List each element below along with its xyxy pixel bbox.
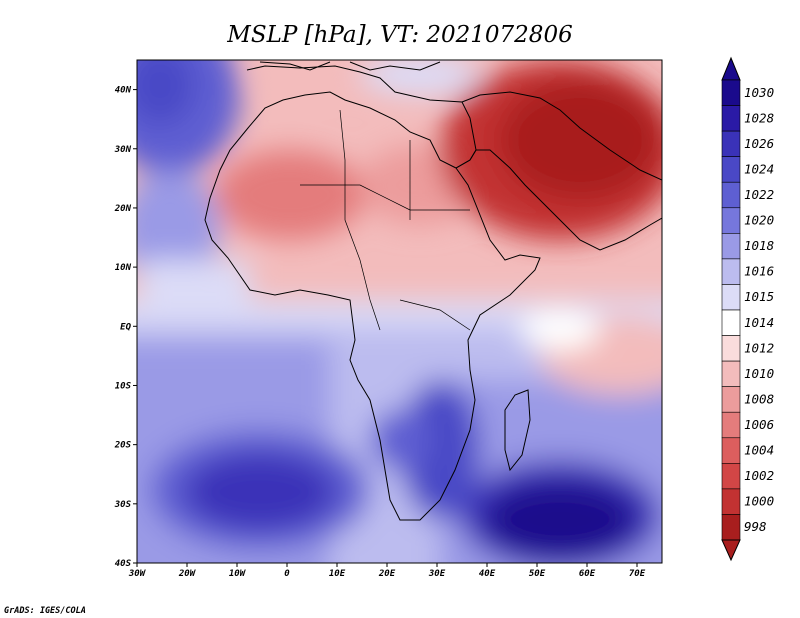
colorbar-swatch	[721, 258, 741, 285]
colorbar-swatch	[721, 463, 741, 490]
colorbar-label: 1004	[744, 443, 774, 458]
lat-tick-label: 10N	[115, 263, 132, 273]
colorbar-swatch	[721, 233, 741, 260]
lon-tick-label: 40E	[479, 569, 496, 579]
lon-tick-label: 50E	[529, 569, 546, 579]
colorbar-label: 1000	[744, 494, 774, 509]
pressure-map	[137, 60, 662, 563]
colorbar-swatch	[721, 360, 741, 387]
lon-tick-label: 20W	[178, 569, 197, 579]
africa-coastline	[204, 65, 541, 521]
colorbar-swatch	[721, 386, 741, 413]
middle-east-border	[461, 91, 662, 181]
lat-tick-label: 30N	[114, 145, 132, 155]
lat-tick-label: 10S	[115, 381, 132, 391]
colorbar-swatch	[721, 488, 741, 515]
lon-tick-label: 10E	[329, 569, 346, 579]
colorbar-swatch	[721, 79, 741, 106]
colorbar-label: 1026	[744, 136, 774, 151]
colorbar-swatch	[721, 181, 741, 209]
colorbar-swatch	[721, 437, 741, 464]
colorbar-label: 1014	[744, 315, 774, 330]
lon-tick-label: 60E	[579, 569, 596, 579]
longitude-ticks: 30W 20W 10W 0 10E 20E 30E 40E 50E 60E 70E	[128, 563, 646, 579]
colorbar-label: 1018	[744, 238, 774, 253]
colorbar-swatch	[721, 335, 741, 362]
colorbar-label: 1028	[744, 110, 774, 125]
colorbar-swatch	[721, 207, 741, 234]
colorbar-top-arrow	[721, 56, 741, 81]
lat-tick-label: 40N	[115, 86, 132, 96]
colorbar-label: 1006	[744, 417, 774, 432]
lon-tick-label: 30E	[428, 569, 446, 579]
lon-tick-label: 10W	[229, 569, 247, 579]
credit-label: GrADS: IGES/COLA	[4, 606, 86, 616]
lon-tick-label: 70E	[629, 569, 646, 579]
colorbar-label: 1016	[744, 264, 774, 279]
lon-tick-label: 0	[284, 569, 290, 579]
colorbar-label: 1008	[744, 391, 774, 406]
latitude-ticks: 40N 30N 20N 10N EQ 10S 20S 30S 40S	[114, 86, 137, 569]
colorbar: 1030 1028 1026 1024 1022 1020 1018 1016 1015 1014…	[721, 56, 774, 562]
colorbar-label: 1015	[744, 289, 774, 304]
map-frame	[136, 59, 663, 564]
colorbar-label: 1010	[744, 366, 774, 381]
colorbar-swatch	[721, 284, 741, 311]
chart-title: MSLP [hPa], VT: 2021072806	[226, 22, 572, 48]
colorbar-label: 1020	[744, 213, 774, 228]
colorbar-swatch	[721, 411, 741, 439]
lat-tick-label: 40S	[115, 559, 132, 569]
colorbar-label: 1024	[744, 161, 774, 176]
lat-tick-label: EQ	[120, 322, 131, 332]
colorbar-swatch	[721, 309, 741, 336]
colorbar-swatch	[721, 105, 741, 132]
lat-tick-label: 20N	[114, 204, 132, 214]
lat-tick-label: 30S	[114, 500, 132, 510]
lon-tick-label: 30W	[128, 569, 147, 579]
lat-tick-label: 20S	[114, 441, 132, 451]
arabia-coastline	[455, 149, 662, 251]
colorbar-label: 1030	[744, 85, 774, 100]
colorbar-swatch	[721, 130, 741, 157]
country-borders	[300, 109, 471, 331]
lon-tick-label: 20E	[378, 569, 396, 579]
europe-coastline	[259, 61, 441, 71]
madagascar-coastline	[504, 389, 531, 472]
colorbar-label: 1002	[744, 468, 774, 483]
colorbar-swatch	[721, 514, 741, 541]
colorbar-label: 1022	[744, 187, 774, 202]
colorbar-label: 998	[744, 519, 767, 534]
coastlines	[204, 61, 662, 521]
colorbar-bottom-arrow	[721, 539, 741, 562]
colorbar-swatch	[721, 156, 741, 183]
colorbar-label: 1012	[744, 340, 774, 355]
